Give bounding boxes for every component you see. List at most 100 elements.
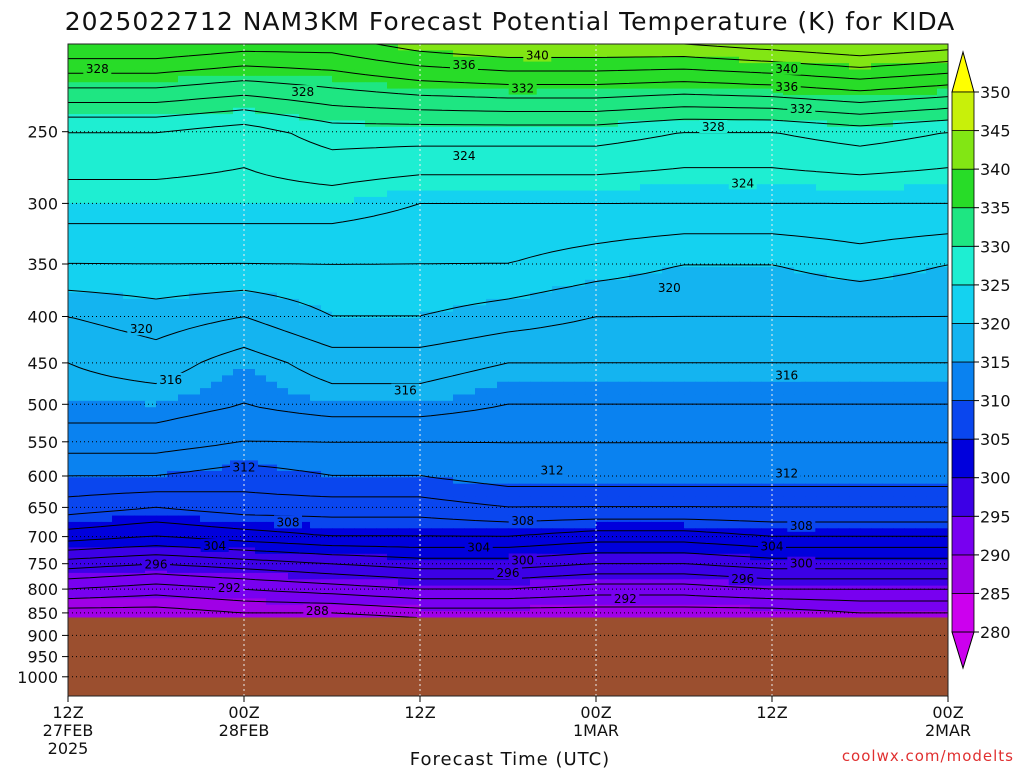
fill-cell — [431, 69, 443, 77]
fill-cell — [541, 126, 553, 134]
fill-cell — [244, 241, 256, 249]
fill-cell — [112, 203, 124, 211]
fill-cell — [233, 158, 245, 166]
fill-cell — [783, 381, 795, 389]
fill-cell — [211, 388, 223, 396]
fill-cell — [563, 228, 575, 236]
fill-cell — [849, 165, 861, 173]
fill-cell — [574, 50, 586, 58]
fill-cell — [255, 368, 267, 376]
fill-cell — [343, 165, 355, 173]
fill-cell — [739, 292, 751, 300]
fill-cell — [464, 343, 476, 351]
fill-cell — [728, 426, 740, 434]
fill-cell — [79, 267, 91, 274]
fill-cell — [376, 145, 388, 153]
fill-cell — [101, 426, 113, 434]
fill-cell — [354, 69, 366, 77]
fill-cell — [805, 145, 817, 153]
fill-cell — [893, 349, 905, 357]
fill-cell — [145, 254, 157, 262]
fill-cell — [772, 413, 784, 421]
fill-cell — [552, 381, 564, 389]
fill-cell — [651, 362, 663, 370]
fill-cell — [629, 101, 641, 109]
fill-cell — [904, 196, 916, 204]
fill-cell — [398, 349, 410, 357]
fill-cell — [728, 298, 740, 306]
fill-cell — [728, 254, 740, 262]
fill-cell — [277, 318, 289, 325]
fill-cell — [343, 292, 355, 300]
fill-cell — [299, 63, 311, 71]
fill-cell — [805, 311, 817, 319]
fill-cell — [321, 69, 333, 77]
fill-cell — [871, 56, 883, 64]
fill-cell — [288, 292, 300, 300]
fill-cell — [233, 171, 245, 179]
fill-cell — [134, 267, 146, 274]
fill-cell — [530, 381, 542, 389]
fill-cell — [321, 196, 333, 204]
fill-cell — [871, 184, 883, 192]
fill-cell — [134, 177, 146, 185]
fill-cell — [915, 216, 927, 224]
fill-cell — [838, 375, 850, 383]
fill-cell — [805, 120, 817, 128]
fill-cell — [684, 343, 696, 351]
fill-cell — [651, 254, 663, 262]
fill-cell — [651, 394, 663, 402]
fill-cell — [332, 292, 344, 300]
fill-cell — [277, 56, 289, 64]
fill-cell — [838, 82, 850, 90]
fill-cell — [68, 279, 80, 287]
fill-cell — [365, 356, 377, 364]
fill-cell — [156, 407, 168, 415]
fill-cell — [717, 292, 729, 300]
fill-cell — [431, 273, 443, 281]
fill-cell — [266, 286, 278, 294]
fill-cell — [288, 184, 300, 192]
fill-cell — [827, 419, 839, 427]
fill-cell — [431, 190, 443, 198]
fill-cell — [189, 343, 201, 351]
fill-cell — [783, 203, 795, 211]
fill-cell — [772, 260, 784, 268]
fill-cell — [475, 228, 487, 236]
fill-cell — [112, 158, 124, 166]
fill-cell — [739, 203, 751, 211]
fill-cell — [255, 247, 267, 255]
fill-cell — [728, 419, 740, 427]
fill-cell — [937, 56, 948, 64]
fill-cell — [640, 165, 652, 173]
fill-cell — [101, 235, 113, 243]
fill-cell — [189, 349, 201, 357]
fill-cell — [827, 254, 839, 262]
fill-cell — [717, 349, 729, 357]
fill-cell — [860, 120, 872, 128]
fill-cell — [794, 203, 806, 211]
fill-cell — [618, 209, 630, 217]
fill-cell — [728, 273, 740, 281]
fill-cell — [156, 139, 168, 147]
fill-cell — [805, 419, 817, 427]
fill-cell — [112, 171, 124, 179]
fill-cell — [497, 305, 509, 313]
fill-cell — [68, 165, 80, 173]
fill-cell — [783, 254, 795, 262]
fill-cell — [145, 158, 157, 166]
fill-cell — [244, 101, 256, 109]
fill-cell — [717, 324, 729, 332]
fill-cell — [233, 209, 245, 217]
fill-cell — [695, 267, 707, 274]
fill-cell — [673, 362, 685, 370]
fill-cell — [750, 133, 762, 141]
fill-cell — [464, 298, 476, 306]
fill-cell — [420, 75, 432, 83]
fill-cell — [761, 286, 773, 294]
fill-cell — [717, 279, 729, 287]
fill-cell — [244, 222, 256, 230]
fill-cell — [871, 298, 883, 306]
fill-cell — [904, 114, 916, 122]
fill-cell — [585, 158, 597, 166]
